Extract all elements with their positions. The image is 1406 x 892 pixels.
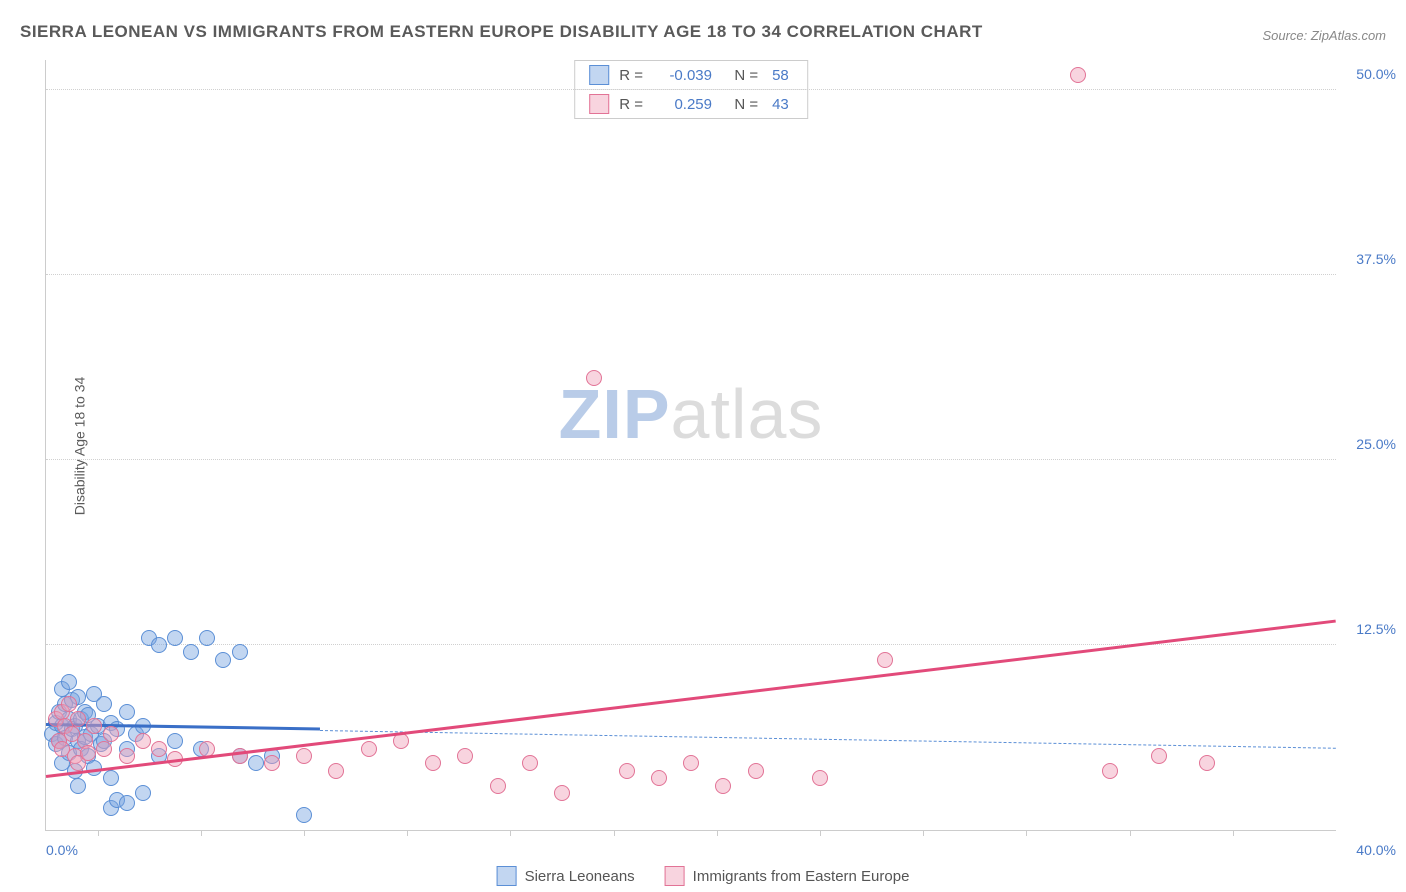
legend-swatch xyxy=(497,866,517,886)
data-point xyxy=(361,741,377,757)
x-tick xyxy=(923,830,924,836)
x-tick xyxy=(510,830,511,836)
x-axis-max-label: 40.0% xyxy=(1356,842,1396,858)
data-point xyxy=(715,778,731,794)
data-point xyxy=(119,704,135,720)
data-point xyxy=(522,755,538,771)
data-point xyxy=(425,755,441,771)
data-point xyxy=(135,785,151,801)
data-point xyxy=(183,644,199,660)
data-point xyxy=(70,711,86,727)
chart-title: SIERRA LEONEAN VS IMMIGRANTS FROM EASTER… xyxy=(20,22,983,42)
legend-item: Sierra Leoneans xyxy=(497,866,635,886)
data-point xyxy=(103,770,119,786)
legend-label: Immigrants from Eastern Europe xyxy=(693,868,910,885)
plot-area: ZIPatlas R = -0.039 N = 58R = 0.259 N = … xyxy=(45,60,1336,831)
data-point xyxy=(215,652,231,668)
data-point xyxy=(103,726,119,742)
data-point xyxy=(151,741,167,757)
source-label: Source: ZipAtlas.com xyxy=(1262,28,1386,43)
data-point xyxy=(586,370,602,386)
legend-swatch xyxy=(665,866,685,886)
x-tick xyxy=(1130,830,1131,836)
data-point xyxy=(232,644,248,660)
stat-n-value: 43 xyxy=(772,96,789,113)
watermark: ZIPatlas xyxy=(559,374,824,454)
gridline xyxy=(46,274,1336,275)
data-point xyxy=(554,785,570,801)
stats-row: R = 0.259 N = 43 xyxy=(575,89,807,118)
legend-label: Sierra Leoneans xyxy=(525,868,635,885)
x-tick xyxy=(614,830,615,836)
data-point xyxy=(328,763,344,779)
data-point xyxy=(135,733,151,749)
stat-n-label: N = xyxy=(726,67,758,84)
data-point xyxy=(151,637,167,653)
data-point xyxy=(70,778,86,794)
legend-item: Immigrants from Eastern Europe xyxy=(665,866,910,886)
y-tick-label: 37.5% xyxy=(1346,251,1396,267)
data-point xyxy=(457,748,473,764)
stats-row: R = -0.039 N = 58 xyxy=(575,61,807,89)
data-point xyxy=(119,748,135,764)
x-tick xyxy=(1026,830,1027,836)
data-point xyxy=(86,718,102,734)
data-point xyxy=(1070,67,1086,83)
stat-r-value: -0.039 xyxy=(657,67,712,84)
stat-r-value: 0.259 xyxy=(657,96,712,113)
data-point xyxy=(619,763,635,779)
data-point xyxy=(1151,748,1167,764)
data-point xyxy=(748,763,764,779)
x-tick xyxy=(98,830,99,836)
x-tick xyxy=(717,830,718,836)
y-tick-label: 50.0% xyxy=(1346,66,1396,82)
stat-n-value: 58 xyxy=(772,67,789,84)
stat-n-label: N = xyxy=(726,96,758,113)
stat-r-label: R = xyxy=(619,67,643,84)
data-point xyxy=(296,807,312,823)
data-point xyxy=(119,795,135,811)
data-point xyxy=(80,745,96,761)
x-tick xyxy=(1233,830,1234,836)
data-point xyxy=(167,733,183,749)
gridline xyxy=(46,459,1336,460)
data-point xyxy=(1199,755,1215,771)
data-point xyxy=(683,755,699,771)
data-point xyxy=(199,630,215,646)
legend-swatch xyxy=(589,65,609,85)
data-point xyxy=(490,778,506,794)
data-point xyxy=(264,755,280,771)
y-tick-label: 25.0% xyxy=(1346,436,1396,452)
x-axis-min-label: 0.0% xyxy=(46,842,78,858)
x-tick xyxy=(304,830,305,836)
x-tick xyxy=(820,830,821,836)
bottom-legend: Sierra Leoneans Immigrants from Eastern E… xyxy=(497,866,910,886)
data-point xyxy=(1102,763,1118,779)
data-point xyxy=(61,696,77,712)
x-tick xyxy=(201,830,202,836)
data-point xyxy=(61,674,77,690)
stat-r-label: R = xyxy=(619,96,643,113)
data-point xyxy=(812,770,828,786)
data-point xyxy=(167,630,183,646)
data-point xyxy=(877,652,893,668)
data-point xyxy=(96,696,112,712)
data-point xyxy=(96,741,112,757)
trend-line xyxy=(320,730,1336,749)
data-point xyxy=(296,748,312,764)
gridline xyxy=(46,89,1336,90)
y-tick-label: 12.5% xyxy=(1346,621,1396,637)
legend-swatch xyxy=(589,94,609,114)
x-tick xyxy=(407,830,408,836)
data-point xyxy=(651,770,667,786)
data-point xyxy=(248,755,264,771)
